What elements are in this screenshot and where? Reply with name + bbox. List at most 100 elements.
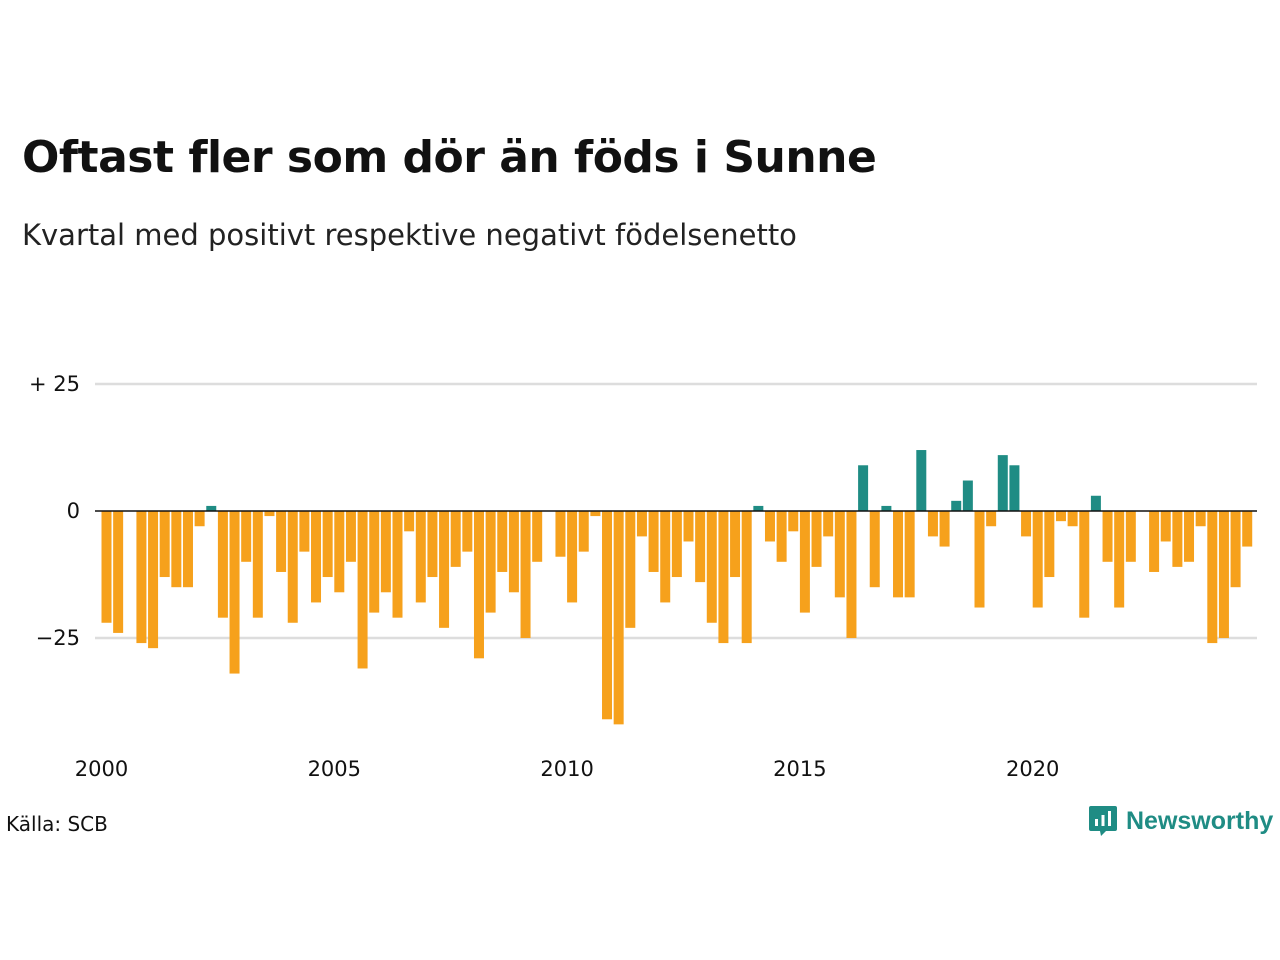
chart-title: Oftast fler som dör än föds i Sunne xyxy=(22,132,877,183)
bar-negative xyxy=(520,511,531,638)
bar-negative xyxy=(776,511,787,562)
bar-negative xyxy=(1114,511,1125,608)
bar-negative xyxy=(217,511,228,618)
bar-positive xyxy=(997,455,1008,511)
bar-negative xyxy=(1242,511,1253,547)
bar-negative xyxy=(1172,511,1183,567)
bar-negative xyxy=(578,511,589,552)
bar-negative xyxy=(764,511,775,542)
y-tick-label: 0 xyxy=(67,499,80,523)
bar-negative xyxy=(1021,511,1032,537)
bar-negative xyxy=(229,511,240,674)
bar-negative xyxy=(334,511,345,593)
bar-positive xyxy=(1090,495,1101,511)
bar-negative xyxy=(590,511,601,517)
bar-negative xyxy=(148,511,159,649)
bar-negative xyxy=(450,511,461,567)
bar-negative xyxy=(299,511,310,552)
bar-negative xyxy=(241,511,252,562)
bar-negative xyxy=(1218,511,1229,638)
bar-negative xyxy=(1102,511,1113,562)
bar-negative xyxy=(730,511,741,578)
bar-positive xyxy=(858,465,869,511)
x-tick-label: 2010 xyxy=(540,757,593,781)
bar-negative xyxy=(1207,511,1218,644)
bar-negative xyxy=(671,511,682,578)
bar-negative xyxy=(1067,511,1078,527)
bar-positive xyxy=(881,505,892,511)
bar-negative xyxy=(974,511,985,608)
bar-negative xyxy=(683,511,694,542)
newsworthy-logo: Newsworthy xyxy=(1088,804,1273,838)
bar-positive xyxy=(206,505,217,511)
bar-negative xyxy=(788,511,799,532)
bar-negative xyxy=(695,511,706,583)
bar-negative xyxy=(636,511,647,537)
bar-negative xyxy=(276,511,287,572)
chart-subtitle: Kvartal med positivt respektive negativt… xyxy=(22,218,797,252)
bar-positive xyxy=(916,450,927,511)
bar-negative xyxy=(927,511,938,537)
bar-negative xyxy=(823,511,834,537)
x-tick-label: 2020 xyxy=(1006,757,1059,781)
bar-negative xyxy=(741,511,752,644)
bar-negative xyxy=(1230,511,1241,588)
x-tick-label: 2005 xyxy=(308,757,361,781)
bar-negative xyxy=(660,511,671,603)
bar-negative xyxy=(555,511,566,557)
bar-negative xyxy=(322,511,333,578)
bar-negative xyxy=(811,511,822,567)
bar-negative xyxy=(404,511,415,532)
bar-negative xyxy=(602,511,613,720)
bar-negative xyxy=(567,511,578,603)
bar-negative xyxy=(159,511,170,578)
x-tick-label: 2015 xyxy=(773,757,826,781)
brand-name: Newsworthy xyxy=(1126,806,1274,835)
bar-negative xyxy=(706,511,717,623)
bar-negative xyxy=(194,511,205,527)
bar-negative xyxy=(101,511,112,623)
bar-positive xyxy=(753,505,764,511)
bar-negative xyxy=(380,511,391,593)
bar-negative xyxy=(1079,511,1090,618)
bar-negative xyxy=(1149,511,1160,572)
source-label: Källa: SCB xyxy=(6,812,108,836)
bar-negative xyxy=(462,511,473,552)
bar-negative xyxy=(508,511,519,593)
bar-negative xyxy=(415,511,426,603)
bar-negative xyxy=(357,511,368,669)
bar-negative xyxy=(287,511,298,623)
bar-negative xyxy=(532,511,543,562)
y-tick-label: + 25 xyxy=(29,372,80,396)
bar-negative xyxy=(1032,511,1043,608)
bar-negative xyxy=(986,511,997,527)
bar-negative xyxy=(264,511,275,517)
bar-negative xyxy=(136,511,147,644)
bar-negative xyxy=(625,511,636,628)
bar-negative xyxy=(904,511,915,598)
bar-positive xyxy=(1009,465,1020,511)
bar-negative xyxy=(345,511,356,562)
bar-negative xyxy=(1055,511,1066,522)
bar-negative xyxy=(485,511,496,613)
bar-negative xyxy=(939,511,950,547)
bar-negative xyxy=(1160,511,1171,542)
bar-negative xyxy=(846,511,857,638)
bar-chart: + 25 0 −25 2000 2005 2010 2015 2020 xyxy=(29,372,1257,781)
bar-negative xyxy=(182,511,193,588)
bar-negative xyxy=(311,511,322,603)
bar-negative xyxy=(834,511,845,598)
bar-negative xyxy=(893,511,904,598)
bar-negative xyxy=(497,511,508,572)
x-tick-label: 2000 xyxy=(75,757,128,781)
bar-negative xyxy=(718,511,729,644)
bar-negative xyxy=(1044,511,1055,578)
bar-positive xyxy=(951,500,962,511)
bar-negative xyxy=(1195,511,1206,527)
bar-negative xyxy=(799,511,810,613)
bar-negative xyxy=(869,511,880,588)
bar-positive xyxy=(962,480,973,511)
bar-negative xyxy=(252,511,263,618)
bar-negative xyxy=(427,511,438,578)
bar-negative xyxy=(473,511,484,659)
